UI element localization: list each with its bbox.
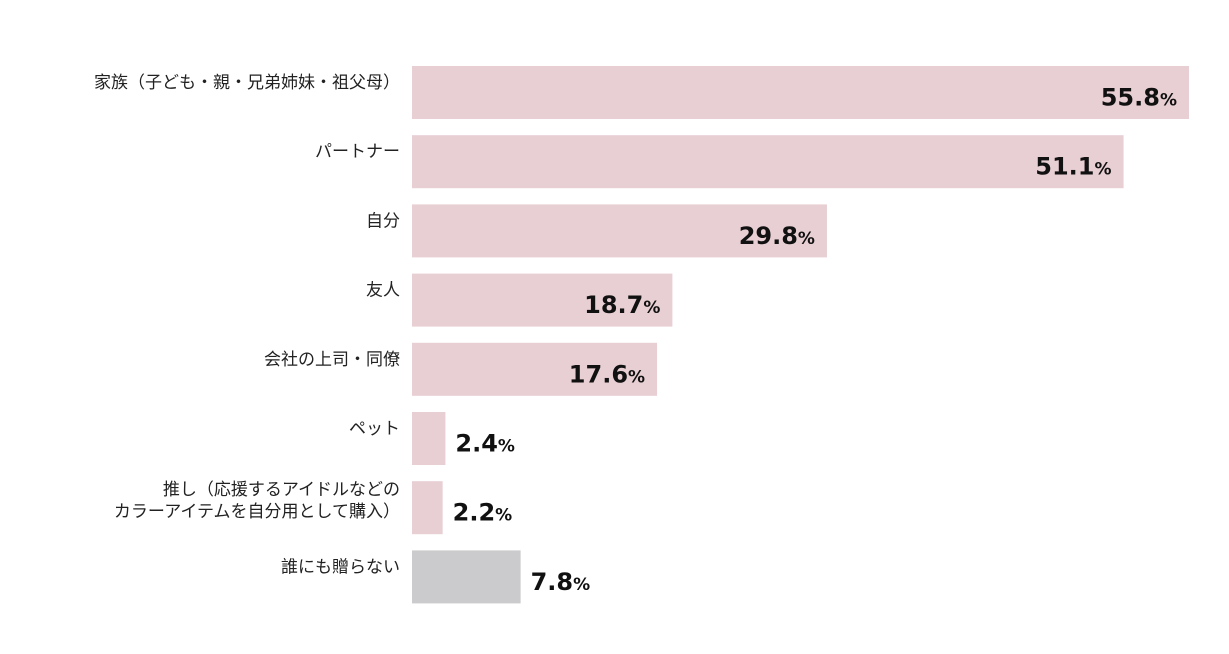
bar-2 xyxy=(412,135,1124,189)
category-label-1: 家族（子ども・親・兄弟姉妹・祖父母） xyxy=(94,73,400,93)
value-unit: % xyxy=(643,298,660,318)
category-label-7-line-2: カラーアイテムを自分用として購入） xyxy=(114,502,400,522)
value-label-8: 7.8% xyxy=(531,568,591,596)
value-number: 7.8 xyxy=(531,568,574,596)
bar-4 xyxy=(412,273,673,327)
value-label-3: 29.8% xyxy=(739,222,815,250)
bar-3 xyxy=(412,204,827,258)
category-label-2: パートナー xyxy=(315,142,400,162)
value-label-2: 51.1% xyxy=(1035,153,1111,181)
value-labels-layer: 55.8%51.1%29.8%18.7%17.6%2.4%2.2%7.8% xyxy=(453,84,1177,596)
bar-5 xyxy=(412,342,658,396)
value-label-1: 55.8% xyxy=(1101,84,1177,112)
value-label-6: 2.4% xyxy=(455,430,515,458)
category-label-6: ペット xyxy=(349,419,400,439)
value-label-5: 17.6% xyxy=(569,360,645,388)
value-number: 51.1 xyxy=(1035,153,1094,181)
value-unit: % xyxy=(798,229,815,249)
bars-layer xyxy=(412,66,1189,604)
value-number: 18.7 xyxy=(584,291,643,319)
value-label-4: 18.7% xyxy=(584,291,660,319)
bar-1 xyxy=(412,66,1189,119)
category-label-7-line-1: 推し（応援するアイドルなどの xyxy=(163,480,400,500)
category-label-5: 会社の上司・同僚 xyxy=(264,350,400,370)
category-label-4: 友人 xyxy=(366,281,400,301)
value-unit: % xyxy=(573,575,590,595)
bar-6 xyxy=(412,412,446,465)
value-unit: % xyxy=(495,506,512,526)
value-unit: % xyxy=(1160,91,1177,111)
value-unit: % xyxy=(628,367,645,387)
value-label-7: 2.2% xyxy=(453,499,513,527)
value-number: 2.4 xyxy=(455,430,498,458)
category-labels-layer: 家族（子ども・親・兄弟姉妹・祖父母） パートナー自分友人会社の上司・同僚ペット推し… xyxy=(94,73,400,577)
value-number: 17.6 xyxy=(569,360,628,388)
value-unit: % xyxy=(1095,160,1112,180)
value-number: 2.2 xyxy=(453,499,496,527)
value-number: 29.8 xyxy=(739,222,798,250)
bar-7 xyxy=(412,481,443,535)
category-label-8: 誰にも贈らない xyxy=(281,557,400,577)
bar-8 xyxy=(412,550,521,604)
category-label-3: 自分 xyxy=(366,211,400,231)
value-unit: % xyxy=(498,437,515,457)
value-number: 55.8 xyxy=(1101,84,1160,112)
